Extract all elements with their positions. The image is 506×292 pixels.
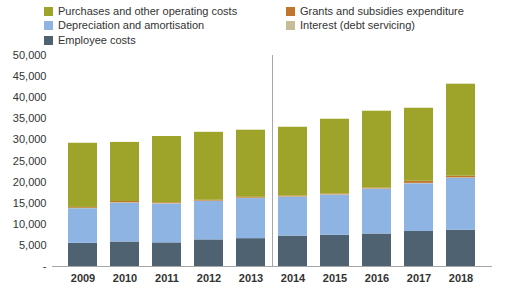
svg-text:-: -	[43, 260, 47, 272]
svg-text:2016: 2016	[365, 272, 389, 284]
svg-text:30,000: 30,000	[13, 133, 47, 145]
svg-text:15,000: 15,000	[13, 197, 47, 209]
html-text:Purchases and other operating: Purchases and other operating costs	[58, 5, 238, 18]
svg-text:35,000: 35,000	[13, 112, 47, 124]
html-text:Depreciation and amortisation: Depreciation and amortisation	[58, 19, 205, 32]
svg-text:2010: 2010	[113, 272, 137, 284]
svg-text:50,000: 50,000	[13, 49, 47, 61]
html-text:Grants and subsidies expenditu: Grants and subsidies expenditure	[300, 5, 464, 18]
svg-text:10,000: 10,000	[13, 218, 47, 230]
svg-text:45,000: 45,000	[13, 70, 47, 82]
svg-text:2011: 2011	[155, 272, 179, 284]
html-text:Interest (debt servicing): Interest (debt servicing)	[300, 19, 415, 32]
svg-text:20,000: 20,000	[13, 176, 47, 188]
svg-text:2013: 2013	[239, 272, 263, 284]
html-text:Employee costs: Employee costs	[58, 33, 136, 46]
svg-text:5,000: 5,000	[19, 239, 47, 251]
svg-text:2014: 2014	[281, 272, 306, 284]
svg-text:2017: 2017	[407, 272, 431, 284]
svg-text:25,000: 25,000	[13, 155, 47, 167]
svg-text:2015: 2015	[323, 272, 347, 284]
svg-text:2009: 2009	[71, 272, 95, 284]
svg-text:40,000: 40,000	[13, 91, 47, 103]
svg-text:2012: 2012	[197, 272, 221, 284]
svg-text:2018: 2018	[449, 272, 473, 284]
